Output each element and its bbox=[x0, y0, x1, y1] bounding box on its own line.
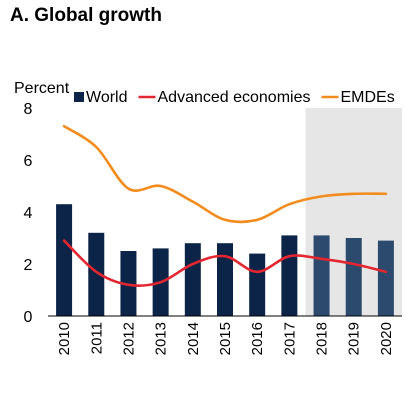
bar-world-2020 bbox=[377, 240, 394, 316]
y-tick-label: 0 bbox=[24, 309, 33, 326]
legend-label: World bbox=[86, 89, 128, 106]
x-tick-label: 2015 bbox=[217, 322, 234, 355]
x-tick-label: 2013 bbox=[153, 322, 170, 355]
legend-label: EMDEs bbox=[340, 89, 394, 106]
bar-world-2011 bbox=[88, 232, 105, 316]
bar-world-2014 bbox=[184, 243, 201, 316]
y-tick-label: 4 bbox=[24, 205, 33, 222]
y-tick-label: 6 bbox=[24, 153, 33, 170]
bar-world-2010 bbox=[56, 204, 73, 316]
legend: World Advanced economies EMDEs bbox=[74, 89, 395, 106]
x-axis-ticks: 2010 2011 2012 2013 2014 2015 2016 2017 2018 2019… bbox=[56, 322, 395, 355]
bar-world-2019 bbox=[345, 238, 362, 316]
bar-series bbox=[56, 204, 394, 316]
y-unit-label: Percent bbox=[14, 80, 70, 97]
line-advanced-economies bbox=[62, 239, 388, 287]
y-tick-label: 2 bbox=[24, 257, 33, 274]
bar-world-2017 bbox=[281, 235, 298, 316]
x-tick-label: 2010 bbox=[56, 322, 73, 355]
legend-swatch-world bbox=[74, 92, 84, 102]
x-tick-label: 2019 bbox=[346, 322, 363, 355]
x-tick-label: 2012 bbox=[120, 322, 137, 355]
line-series bbox=[62, 124, 388, 287]
chart-title: A. Global growth bbox=[10, 5, 162, 26]
line-emdes bbox=[62, 124, 388, 224]
x-tick-label: 2016 bbox=[249, 322, 266, 355]
x-tick-label: 2014 bbox=[185, 322, 202, 355]
legend-label: Advanced economies bbox=[158, 89, 311, 106]
bar-world-2015 bbox=[217, 243, 233, 316]
bar-world-2018 bbox=[313, 235, 330, 316]
x-tick-label: 2018 bbox=[314, 322, 331, 355]
x-tick-label: 2017 bbox=[281, 322, 298, 355]
bar-world-2016 bbox=[249, 253, 266, 316]
y-tick-label: 8 bbox=[24, 101, 33, 118]
x-tick-label: 2011 bbox=[88, 322, 105, 354]
x-tick-label: 2020 bbox=[378, 322, 395, 355]
y-axis-ticks: 0 2 4 6 8 bbox=[24, 101, 33, 326]
